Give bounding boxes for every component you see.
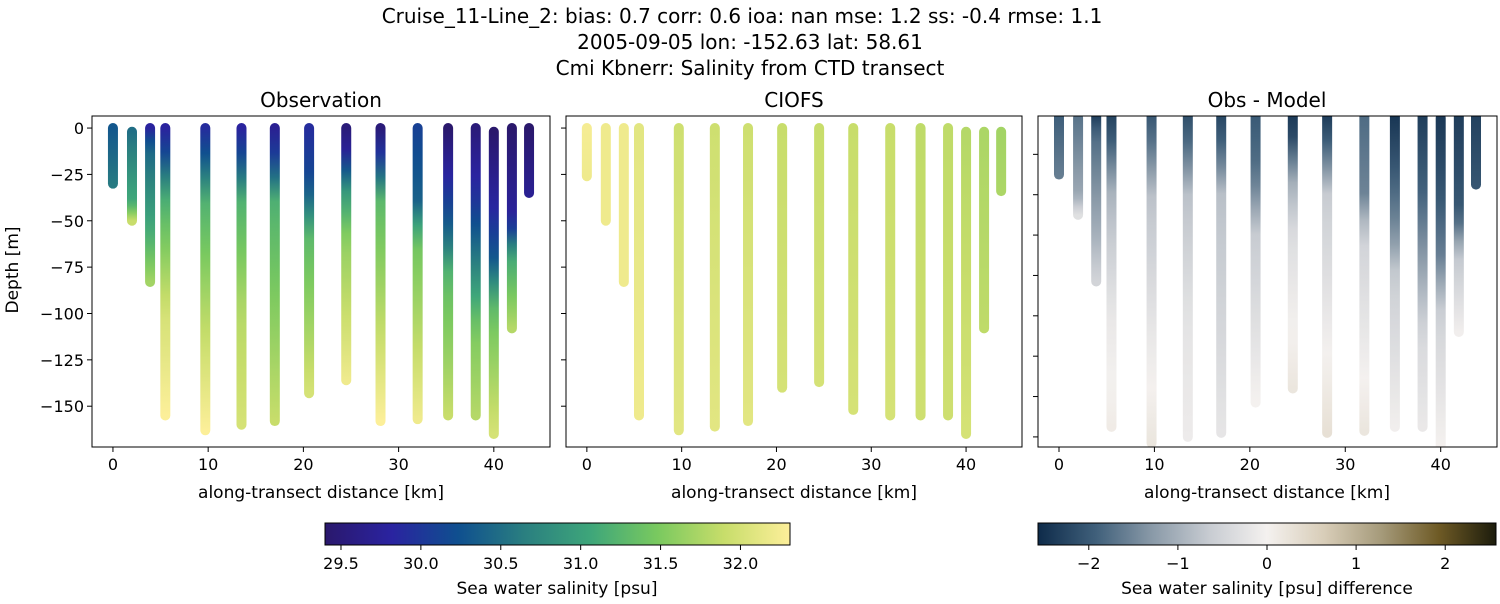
x-axis-label-obs-model: along-transect distance [km] — [1144, 483, 1390, 503]
y-axis-label: Depth [m] — [3, 226, 23, 313]
x-tick-label: 20 — [293, 455, 313, 474]
colorbar-tick-label: 29.5 — [323, 554, 359, 573]
x-tick-label: 40 — [484, 455, 504, 474]
x-tick-label: 10 — [1144, 455, 1164, 474]
colorbar-salinity-label: Sea water salinity [psu] — [457, 579, 658, 599]
axes-frame — [1037, 115, 1498, 448]
colorbar-tick-label: 0 — [1262, 554, 1272, 573]
x-tick-label: 20 — [766, 455, 786, 474]
colorbar-difference: −2 −1 0 1 2 — [1037, 522, 1497, 573]
x-axis-label-ciofs: along-transect distance [km] — [671, 483, 917, 503]
x-tick-label: 40 — [1431, 455, 1451, 474]
title-line-2: 2005-09-05 lon: -152.63 lat: 58.61 — [577, 30, 923, 54]
x-tick-label: 0 — [1054, 455, 1064, 474]
colorbar-tick-label: 31.0 — [563, 554, 599, 573]
colorbar-tick-label: 1 — [1351, 554, 1361, 573]
y-tick-label: −50 — [50, 212, 84, 231]
y-tick-label: −25 — [50, 165, 84, 184]
x-tick-label: 20 — [1240, 455, 1260, 474]
colorbar-tick-label: 30.5 — [483, 554, 519, 573]
panel-obs-model: 0 10 20 30 40 — [1033, 115, 1498, 474]
colorbar-tick-label: 2 — [1440, 554, 1450, 573]
colorbar-salinity: 29.5 30.0 30.5 31.0 31.5 32.0 — [323, 522, 791, 573]
panel-ciofs: 0 10 20 30 40 — [561, 115, 1023, 474]
panel-title-obs-model: Obs - Model — [1208, 88, 1327, 112]
panel-title-observation: Observation — [260, 88, 382, 112]
axes-frame — [91, 115, 551, 448]
x-tick-label: 40 — [956, 455, 976, 474]
panel-title-ciofs: CIOFS — [764, 88, 823, 112]
colorbar-gradient — [1037, 522, 1497, 546]
x-axis-label-observation: along-transect distance [km] — [198, 483, 444, 503]
y-tick-label: −75 — [50, 258, 84, 277]
x-tick-label: 10 — [671, 455, 691, 474]
colorbar-tick-label: −2 — [1077, 554, 1101, 573]
x-tick-label: 30 — [1335, 455, 1355, 474]
y-tick-label: −150 — [40, 397, 84, 416]
x-tick-label: 30 — [861, 455, 881, 474]
colorbar-gradient — [324, 522, 791, 546]
colorbar-difference-label: Sea water salinity [psu] difference — [1121, 579, 1413, 599]
title-line-1: Cruise_11-Line_2: bias: 0.7 corr: 0.6 io… — [382, 4, 1103, 28]
colorbar-tick-label: 30.0 — [403, 554, 439, 573]
x-tick-label: 0 — [108, 455, 118, 474]
x-tick-label: 10 — [198, 455, 218, 474]
y-tick-label: −100 — [40, 304, 84, 323]
colorbar-tick-label: 32.0 — [723, 554, 759, 573]
y-tick-label: 0 — [74, 119, 84, 138]
colorbar-tick-label: 31.5 — [643, 554, 679, 573]
x-tick-label: 0 — [582, 455, 592, 474]
axes-frame — [565, 115, 1023, 448]
colorbar-tick-label: −1 — [1166, 554, 1190, 573]
panel-observation: 0 10 20 30 40 0 −25 −50 −75 −100 −125 −150 — [40, 115, 551, 474]
y-tick-label: −125 — [40, 351, 84, 370]
x-tick-label: 30 — [388, 455, 408, 474]
title-line-3: Cmi Kbnerr: Salinity from CTD transect — [556, 56, 945, 80]
